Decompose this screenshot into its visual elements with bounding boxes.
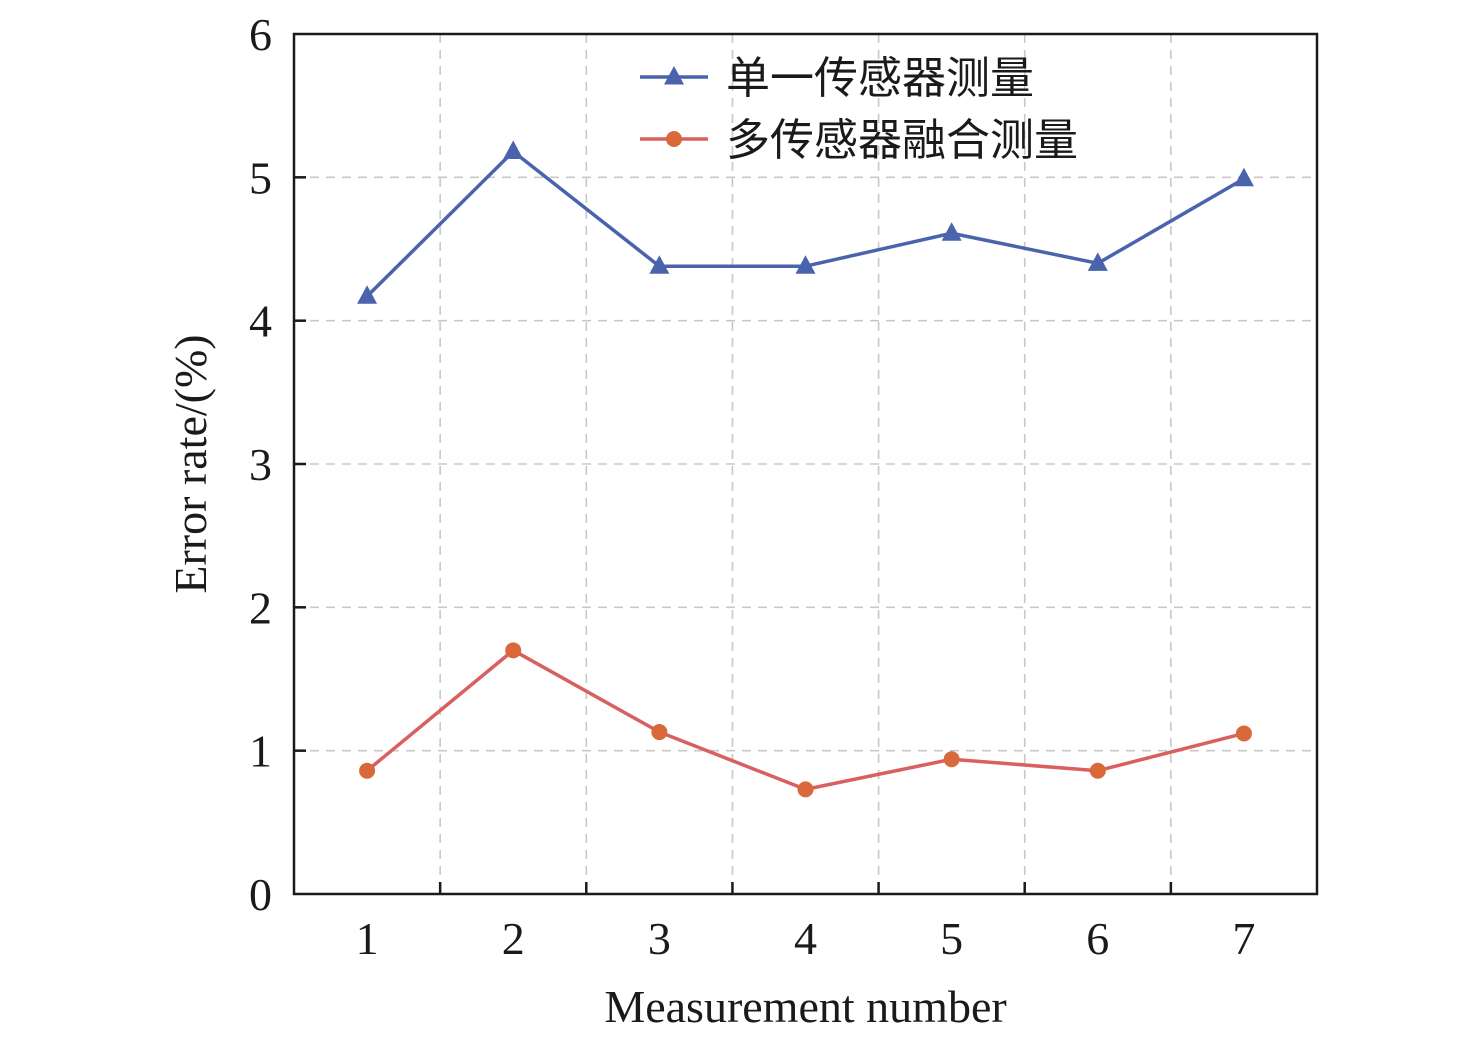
data-point [943,751,960,768]
legend-label: 多传感器融合测量 [726,115,1078,166]
y-tick-label: 4 [249,296,272,347]
data-point [651,724,668,741]
data-point [357,285,378,304]
x-tick-label: 2 [502,913,525,964]
legend-entry-2: 多传感器融合测量 [640,115,1078,166]
y-tick-label: 2 [249,582,272,633]
series-line [365,648,1245,792]
data-point [1235,725,1252,742]
y-tick-label: 0 [249,869,272,920]
series-layer [357,140,1254,798]
data-point [1233,167,1254,187]
data-point [505,642,522,659]
series-2 [359,642,1252,798]
series-line [365,149,1245,298]
data-point [1087,252,1108,271]
y-tick-label: 6 [249,9,272,60]
data-point [1089,762,1106,779]
x-axis-label: Measurement number [604,981,1006,1032]
y-tick-label: 3 [249,439,272,490]
x-tick-label: 3 [648,913,671,964]
axis-ticks: 0 1 2 3 4 5 6 1 2 3 4 5 6 7 [249,9,1255,964]
data-point [649,255,670,274]
data-point [795,255,816,274]
x-tick-label: 7 [1232,913,1255,964]
x-tick-label: 4 [794,913,817,964]
legend-marker [664,66,684,85]
legend-marker [666,131,682,147]
y-axis-label: Error rate/(%) [165,334,216,593]
legend-label: 单一传感器测量 [726,53,1034,104]
y-tick-label: 5 [249,152,272,203]
grid-lines [294,34,1317,894]
data-point [503,140,524,160]
data-point [797,781,814,798]
x-tick-label: 5 [940,913,963,964]
x-tick-label: 6 [1086,913,1109,964]
series-1 [357,140,1254,304]
data-point [941,222,962,241]
y-tick-label: 1 [249,726,272,777]
data-point [359,762,376,779]
legend-entry-1: 单一传感器测量 [640,53,1034,104]
x-tick-label: 1 [356,913,379,964]
